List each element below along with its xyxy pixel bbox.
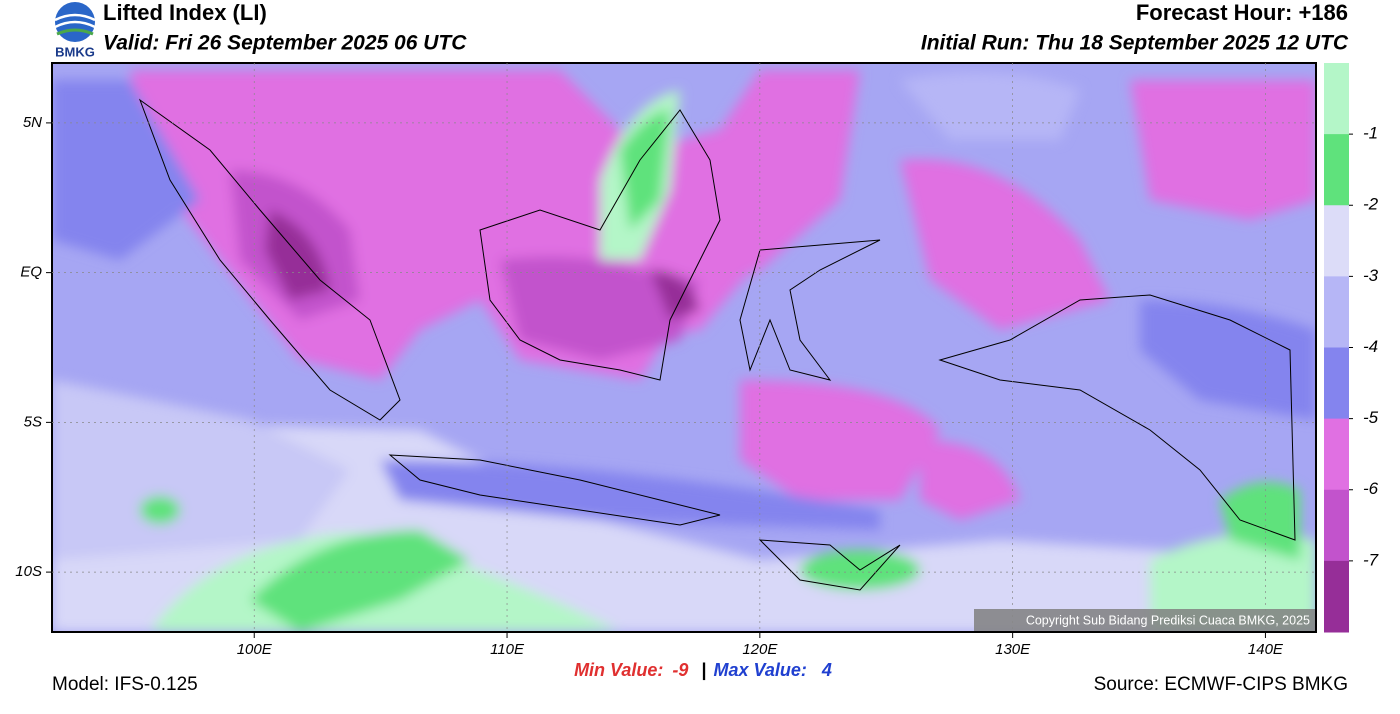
map-frame: [51, 62, 1317, 633]
lon-tick-label: 130E: [995, 641, 1031, 658]
map-field: Copyright Sub Bidang Prediksi Cuaca BMKG…: [52, 63, 1316, 632]
colorbar: -1 -2 -3 -4 -5 -6 -7: [1324, 63, 1379, 633]
lon-tick-label: 120E: [742, 641, 778, 658]
separator: |: [701, 660, 706, 680]
source: Source: ECMWF-CIPS BMKG: [1094, 674, 1348, 695]
min-label: Min Value:: [574, 660, 663, 680]
axis-ticks: 100E 110E 120E 130E 140E 5N EQ 5S 10S: [15, 63, 1316, 658]
logo-text: BMKG: [55, 44, 95, 59]
colorbar-label: -5: [1363, 408, 1379, 427]
colorbar-segment: [1324, 489, 1349, 562]
lat-tick-label: EQ: [20, 264, 42, 281]
max-value: 4: [821, 660, 832, 680]
colorbar-segment: [1324, 276, 1349, 348]
colorbar-label: -4: [1363, 337, 1378, 356]
colorbar-label: -3: [1363, 266, 1379, 285]
lat-tick-label: 5N: [23, 114, 42, 131]
max-label: Max Value:: [714, 660, 807, 680]
lon-tick-label: 140E: [1248, 641, 1284, 658]
title: Lifted Index (LI): [103, 0, 267, 25]
colorbar-label: -7: [1363, 550, 1379, 569]
colorbar-segment: [1324, 63, 1349, 135]
logo: BMKG: [54, 2, 96, 59]
colorbar-segment: [1324, 205, 1349, 277]
model: Model: IFS-0.125: [52, 674, 198, 695]
colorbar-label: -1: [1363, 124, 1378, 143]
forecast-hour: Forecast Hour: +186: [1136, 0, 1348, 25]
min-value: -9: [672, 660, 688, 680]
initial-run: Initial Run: Thu 18 September 2025 12 UT…: [921, 32, 1349, 55]
colorbar-label: -6: [1363, 479, 1379, 498]
colorbar-segment: [1324, 347, 1349, 420]
min-max: Min Value: -9 | Max Value: 4: [574, 660, 832, 680]
lat-tick-label: 5S: [24, 413, 42, 430]
colorbar-label: -2: [1363, 195, 1379, 214]
lon-tick-label: 100E: [237, 641, 273, 658]
valid-time: Valid: Fri 26 September 2025 06 UTC: [103, 32, 467, 55]
colorbar-segment: [1324, 560, 1349, 633]
lat-tick-label: 10S: [15, 563, 42, 580]
lon-tick-label: 110E: [490, 641, 525, 658]
colorbar-segment: [1324, 134, 1349, 206]
copyright: Copyright Sub Bidang Prediksi Cuaca BMKG…: [1026, 613, 1310, 627]
colorbar-segment: [1324, 418, 1349, 491]
